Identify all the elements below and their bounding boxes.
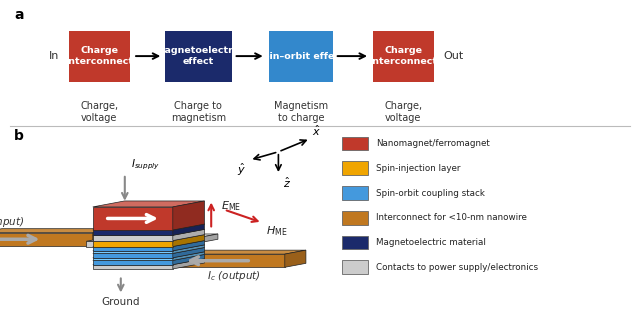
Polygon shape xyxy=(93,241,173,247)
Text: $\hat{y}$: $\hat{y}$ xyxy=(237,162,246,178)
Polygon shape xyxy=(93,230,173,235)
FancyBboxPatch shape xyxy=(165,31,232,82)
Text: Nanomagnet/ferromagnet: Nanomagnet/ferromagnet xyxy=(376,139,490,148)
Polygon shape xyxy=(173,254,205,265)
Polygon shape xyxy=(93,245,205,251)
FancyBboxPatch shape xyxy=(342,186,368,200)
Text: Ground: Ground xyxy=(102,297,140,307)
Text: Spin–orbit effect: Spin–orbit effect xyxy=(257,51,345,61)
Text: Contacts to power supply/electronics: Contacts to power supply/electronics xyxy=(376,263,538,272)
Text: In: In xyxy=(49,51,60,61)
Text: b: b xyxy=(14,129,24,143)
Polygon shape xyxy=(93,260,173,265)
Text: $\mathit{H}_\mathregular{ME}$: $\mathit{H}_\mathregular{ME}$ xyxy=(266,224,287,238)
Polygon shape xyxy=(173,259,205,269)
Polygon shape xyxy=(0,233,93,246)
FancyBboxPatch shape xyxy=(342,161,368,175)
Polygon shape xyxy=(93,241,205,247)
Text: Interconnect for <10-nm nanowire: Interconnect for <10-nm nanowire xyxy=(376,213,527,222)
Polygon shape xyxy=(173,245,205,253)
Text: Out: Out xyxy=(443,51,463,61)
Polygon shape xyxy=(93,229,114,246)
Polygon shape xyxy=(173,201,205,230)
FancyBboxPatch shape xyxy=(342,137,368,150)
Polygon shape xyxy=(93,251,173,253)
Text: Charge
interconnect: Charge interconnect xyxy=(369,46,437,66)
Polygon shape xyxy=(173,224,205,235)
Polygon shape xyxy=(93,207,173,230)
Text: $\hat{z}$: $\hat{z}$ xyxy=(283,176,291,190)
Text: $I_\mathregular{c}$ (output): $I_\mathregular{c}$ (output) xyxy=(207,269,261,282)
Polygon shape xyxy=(93,201,205,207)
Polygon shape xyxy=(86,241,179,247)
FancyBboxPatch shape xyxy=(342,260,368,274)
Text: Magnetoelectric material: Magnetoelectric material xyxy=(376,238,486,247)
Text: $I_\mathregular{supply}$: $I_\mathregular{supply}$ xyxy=(131,158,160,172)
Polygon shape xyxy=(173,254,285,267)
Polygon shape xyxy=(285,250,306,267)
Polygon shape xyxy=(93,248,205,253)
Polygon shape xyxy=(173,248,205,258)
Polygon shape xyxy=(173,229,205,241)
Polygon shape xyxy=(0,229,114,233)
Text: Charge
interconnect: Charge interconnect xyxy=(65,46,133,66)
Polygon shape xyxy=(173,252,205,260)
Polygon shape xyxy=(93,224,205,230)
FancyBboxPatch shape xyxy=(372,31,434,82)
Text: $I_\mathregular{c}$ (input): $I_\mathregular{c}$ (input) xyxy=(0,215,24,229)
FancyBboxPatch shape xyxy=(342,236,368,249)
Text: Magnetoelectric
effect: Magnetoelectric effect xyxy=(155,46,242,66)
Polygon shape xyxy=(93,258,173,260)
Polygon shape xyxy=(179,234,218,247)
Polygon shape xyxy=(93,247,173,251)
Polygon shape xyxy=(86,234,218,241)
Polygon shape xyxy=(93,259,205,265)
Text: Spin-orbit coupling stack: Spin-orbit coupling stack xyxy=(376,188,484,198)
Polygon shape xyxy=(93,253,173,258)
Text: Charge,
voltage: Charge, voltage xyxy=(384,101,422,123)
Text: a: a xyxy=(14,8,24,22)
FancyBboxPatch shape xyxy=(269,31,333,82)
FancyBboxPatch shape xyxy=(342,211,368,225)
Polygon shape xyxy=(93,229,205,235)
Polygon shape xyxy=(93,235,205,241)
Text: Charge,
voltage: Charge, voltage xyxy=(80,101,118,123)
Polygon shape xyxy=(173,235,205,247)
Text: Charge to
magnetism: Charge to magnetism xyxy=(171,101,226,123)
Polygon shape xyxy=(93,235,173,241)
Text: $\hat{x}$: $\hat{x}$ xyxy=(312,123,321,138)
Text: $\mathit{E}_\mathregular{ME}$: $\mathit{E}_\mathregular{ME}$ xyxy=(221,200,241,214)
Polygon shape xyxy=(93,252,205,258)
Polygon shape xyxy=(173,250,306,254)
Text: Spin-injection layer: Spin-injection layer xyxy=(376,164,460,173)
Polygon shape xyxy=(173,241,205,251)
Polygon shape xyxy=(93,265,173,269)
Text: Magnetism
to charge: Magnetism to charge xyxy=(274,101,328,123)
FancyBboxPatch shape xyxy=(69,31,130,82)
Polygon shape xyxy=(93,254,205,260)
